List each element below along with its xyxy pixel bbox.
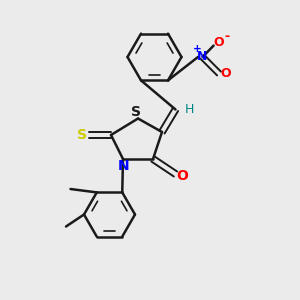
Text: N: N [118,160,129,173]
Text: O: O [214,35,224,49]
Text: +: + [193,44,202,54]
Text: O: O [220,67,231,80]
Text: H: H [184,103,194,116]
Text: N: N [197,50,208,64]
Text: S: S [131,105,142,119]
Text: -: - [225,30,230,43]
Text: O: O [176,169,188,182]
Text: S: S [77,128,87,142]
